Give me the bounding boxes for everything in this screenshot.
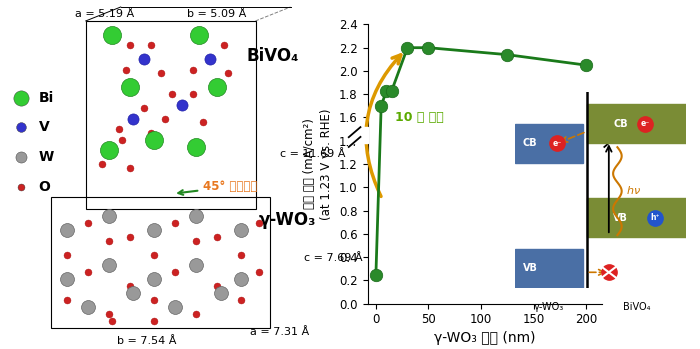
Text: V: V xyxy=(38,120,49,134)
Text: c = 11.69 Å: c = 11.69 Å xyxy=(280,149,346,158)
Bar xyxy=(587,198,686,237)
Text: a = 7.31 Å: a = 7.31 Å xyxy=(251,327,309,336)
X-axis label: γ-WO₃ 두께 (nm): γ-WO₃ 두께 (nm) xyxy=(434,331,536,344)
Text: e⁻: e⁻ xyxy=(640,119,650,128)
Text: c = 7.69 Å: c = 7.69 Å xyxy=(304,253,363,263)
Y-axis label: 전류 밀도 (mA/cm²)
(at 1.23 V vs. RHE): 전류 밀도 (mA/cm²) (at 1.23 V vs. RHE) xyxy=(304,108,333,220)
Text: Bi: Bi xyxy=(38,91,54,105)
Bar xyxy=(602,127,626,143)
Text: VB: VB xyxy=(613,213,629,223)
Text: 10 배 향상: 10 배 향상 xyxy=(395,111,444,124)
Bar xyxy=(344,127,368,143)
Text: h⁺: h⁺ xyxy=(650,213,660,222)
Text: CB: CB xyxy=(523,138,537,148)
Text: $h\nu$: $h\nu$ xyxy=(626,184,641,196)
Bar xyxy=(50,197,270,328)
Text: γ-WO₃: γ-WO₃ xyxy=(258,211,316,229)
Bar xyxy=(514,249,583,288)
Text: γ-WO₃: γ-WO₃ xyxy=(533,302,564,312)
Text: CB: CB xyxy=(613,119,628,129)
Text: BiVO₄: BiVO₄ xyxy=(622,302,650,312)
Text: b = 5.09 Å: b = 5.09 Å xyxy=(188,9,246,19)
Text: BiVO₄: BiVO₄ xyxy=(246,47,300,65)
Text: b = 7.54 Å: b = 7.54 Å xyxy=(118,335,176,346)
Bar xyxy=(587,104,686,143)
Text: W: W xyxy=(38,150,54,164)
Text: VB: VB xyxy=(522,263,538,273)
Text: O: O xyxy=(38,180,50,194)
Text: a = 5.19 Å: a = 5.19 Å xyxy=(76,9,134,19)
Bar xyxy=(85,21,256,209)
Bar xyxy=(514,124,583,163)
Text: e⁻: e⁻ xyxy=(553,139,562,148)
Text: 45° 기울어짐: 45° 기울어짐 xyxy=(178,180,258,195)
